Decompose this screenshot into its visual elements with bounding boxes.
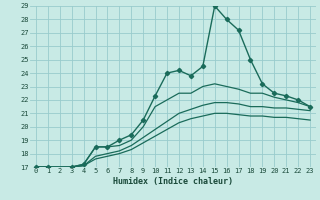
X-axis label: Humidex (Indice chaleur): Humidex (Indice chaleur) bbox=[113, 177, 233, 186]
